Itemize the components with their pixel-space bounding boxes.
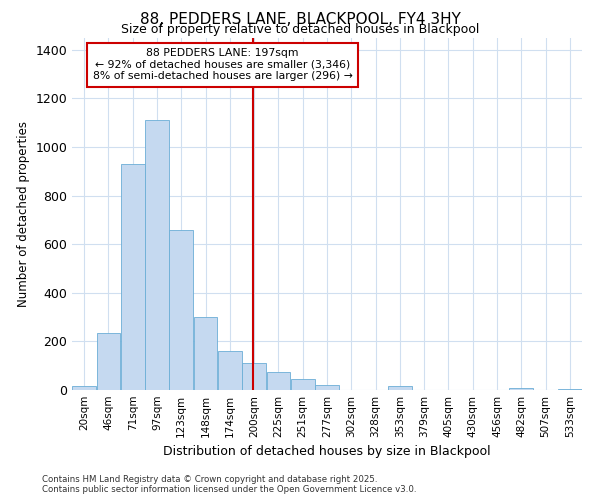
Bar — [145, 120, 169, 390]
Text: 88 PEDDERS LANE: 197sqm
← 92% of detached houses are smaller (3,346)
8% of semi-: 88 PEDDERS LANE: 197sqm ← 92% of detache… — [92, 48, 352, 82]
Bar — [218, 351, 242, 390]
Y-axis label: Number of detached properties: Number of detached properties — [17, 120, 30, 306]
Bar — [121, 164, 145, 390]
Bar — [194, 317, 217, 390]
Text: Size of property relative to detached houses in Blackpool: Size of property relative to detached ho… — [121, 22, 479, 36]
Bar — [388, 386, 412, 390]
Bar — [315, 385, 339, 390]
X-axis label: Distribution of detached houses by size in Blackpool: Distribution of detached houses by size … — [163, 446, 491, 458]
Text: Contains HM Land Registry data © Crown copyright and database right 2025.
Contai: Contains HM Land Registry data © Crown c… — [42, 474, 416, 494]
Bar — [97, 333, 121, 390]
Bar — [242, 364, 266, 390]
Bar — [266, 372, 290, 390]
Bar — [558, 389, 582, 390]
Bar — [509, 388, 533, 390]
Bar — [291, 379, 314, 390]
Text: 88, PEDDERS LANE, BLACKPOOL, FY4 3HY: 88, PEDDERS LANE, BLACKPOOL, FY4 3HY — [140, 12, 460, 26]
Bar — [169, 230, 193, 390]
Bar — [72, 386, 96, 390]
